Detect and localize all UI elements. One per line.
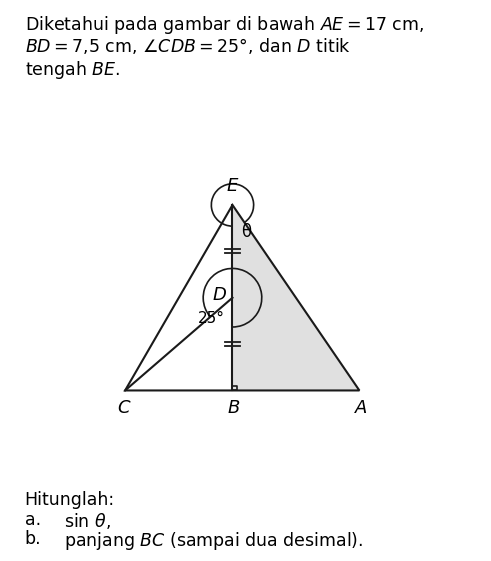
Text: B: B	[228, 399, 240, 417]
Text: tengah $BE$.: tengah $BE$.	[25, 59, 120, 81]
Text: a.: a.	[25, 511, 41, 528]
Text: 25°: 25°	[198, 311, 225, 326]
Text: b.: b.	[25, 530, 41, 548]
Polygon shape	[232, 205, 359, 390]
Text: θ: θ	[241, 223, 251, 241]
Text: sin $\theta$,: sin $\theta$,	[64, 511, 110, 531]
Text: E: E	[227, 177, 238, 195]
Text: panjang $BC$ (sampai dua desimal).: panjang $BC$ (sampai dua desimal).	[64, 530, 363, 552]
Text: A: A	[355, 399, 367, 417]
Text: D: D	[212, 286, 226, 304]
Text: $BD = 7{,}5$ cm, $\angle CDB = 25°$, dan $D$ titik: $BD = 7{,}5$ cm, $\angle CDB = 25°$, dan…	[25, 36, 351, 57]
Text: C: C	[117, 399, 130, 417]
Text: Diketahui pada gambar di bawah $AE = 17$ cm,: Diketahui pada gambar di bawah $AE = 17$…	[25, 14, 424, 36]
Text: Hitunglah:: Hitunglah:	[25, 491, 115, 509]
